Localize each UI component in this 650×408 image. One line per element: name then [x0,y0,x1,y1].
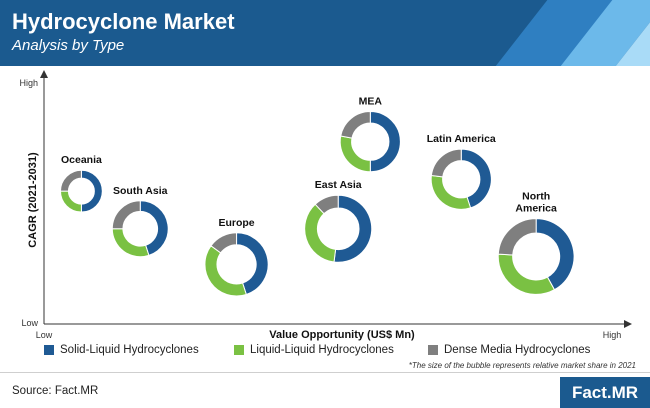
region-label: East Asia [315,179,362,191]
y-tick-low: Low [21,318,38,328]
bubble-group: Oceania South Asia Europe East Asia MEA Latin… [59,96,575,297]
donut-segment-dense-media [210,232,238,254]
region-label: America [515,203,557,215]
donut-segment-liquid-liquid [204,245,247,297]
y-tick-high: High [19,78,38,88]
region-label: Europe [218,217,254,229]
legend-swatch [428,345,438,355]
donut-segment-solid-liquid [80,169,103,213]
bubble-latin-america: Latin America [427,133,496,210]
legend-label: Solid-Liquid Hydrocyclones [60,344,199,356]
region-label: Latin America [427,133,496,145]
page-subtitle: Analysis by Type [12,37,125,54]
legend-swatch [44,345,54,355]
legend-label: Liquid-Liquid Hydrocyclones [250,344,394,356]
donut-segment-liquid-liquid [497,253,556,295]
donut-segment-dense-media [59,169,82,192]
factmr-logo: Fact.MR [560,377,650,408]
x-tick-high: High [603,330,622,340]
logo-text: Fact.MR [571,382,639,402]
page-title: Hydrocyclone Market [12,9,235,34]
donut-segment-solid-liquid [369,111,401,173]
donut-segment-solid-liquid [333,194,373,263]
donut-segment-dense-media [497,218,537,256]
donut-segment-dense-media [430,148,462,178]
donut-segment-dense-media [314,194,339,215]
bubble-oceania: Oceania [59,154,103,213]
y-axis-label: CAGR (2021-2031) [27,152,39,248]
bubble-mea: MEA [339,96,401,173]
donut-segment-liquid-liquid [304,203,337,263]
header-banner: Hydrocyclone Market Analysis by Type [0,0,650,66]
bubble-east-asia: East Asia [304,179,373,263]
source-text: Source: Fact.MR [12,385,99,397]
donut-segment-liquid-liquid [339,135,371,173]
legend-item-solid-liquid: Solid-Liquid Hydrocyclones [44,344,199,356]
region-label: Oceania [61,154,102,166]
donut-segment-liquid-liquid [111,228,150,258]
bubble-europe: Europe [204,217,269,297]
chart-footnote: *The size of the bubble represents relat… [408,361,636,370]
legend-label: Dense Media Hydrocyclones [444,344,591,356]
legend: Solid-Liquid Hydrocyclones Liquid-Liquid… [0,344,650,360]
region-label: South Asia [113,185,168,197]
x-tick-low: Low [36,330,53,340]
legend-item-dense-media: Dense Media Hydrocyclones [428,344,590,356]
bubble-south-asia: South Asia [111,185,169,258]
legend-swatch [234,345,244,355]
legend-item-liquid-liquid: Liquid-Liquid Hydrocyclones [234,344,394,356]
donut-segment-dense-media [111,200,141,230]
x-axis-label: Value Opportunity (US$ Mn) [269,329,415,341]
footer-divider [0,372,650,373]
x-axis-arrow [624,320,632,328]
region-label: North [522,191,550,203]
y-axis-arrow [40,70,48,78]
region-label: MEA [359,96,383,108]
donut-segment-liquid-liquid [430,174,472,210]
donut-segment-liquid-liquid [59,190,82,213]
bubble-chart: High Low Low High Value Opportunity (US$… [19,70,632,341]
donut-segment-dense-media [340,111,371,139]
